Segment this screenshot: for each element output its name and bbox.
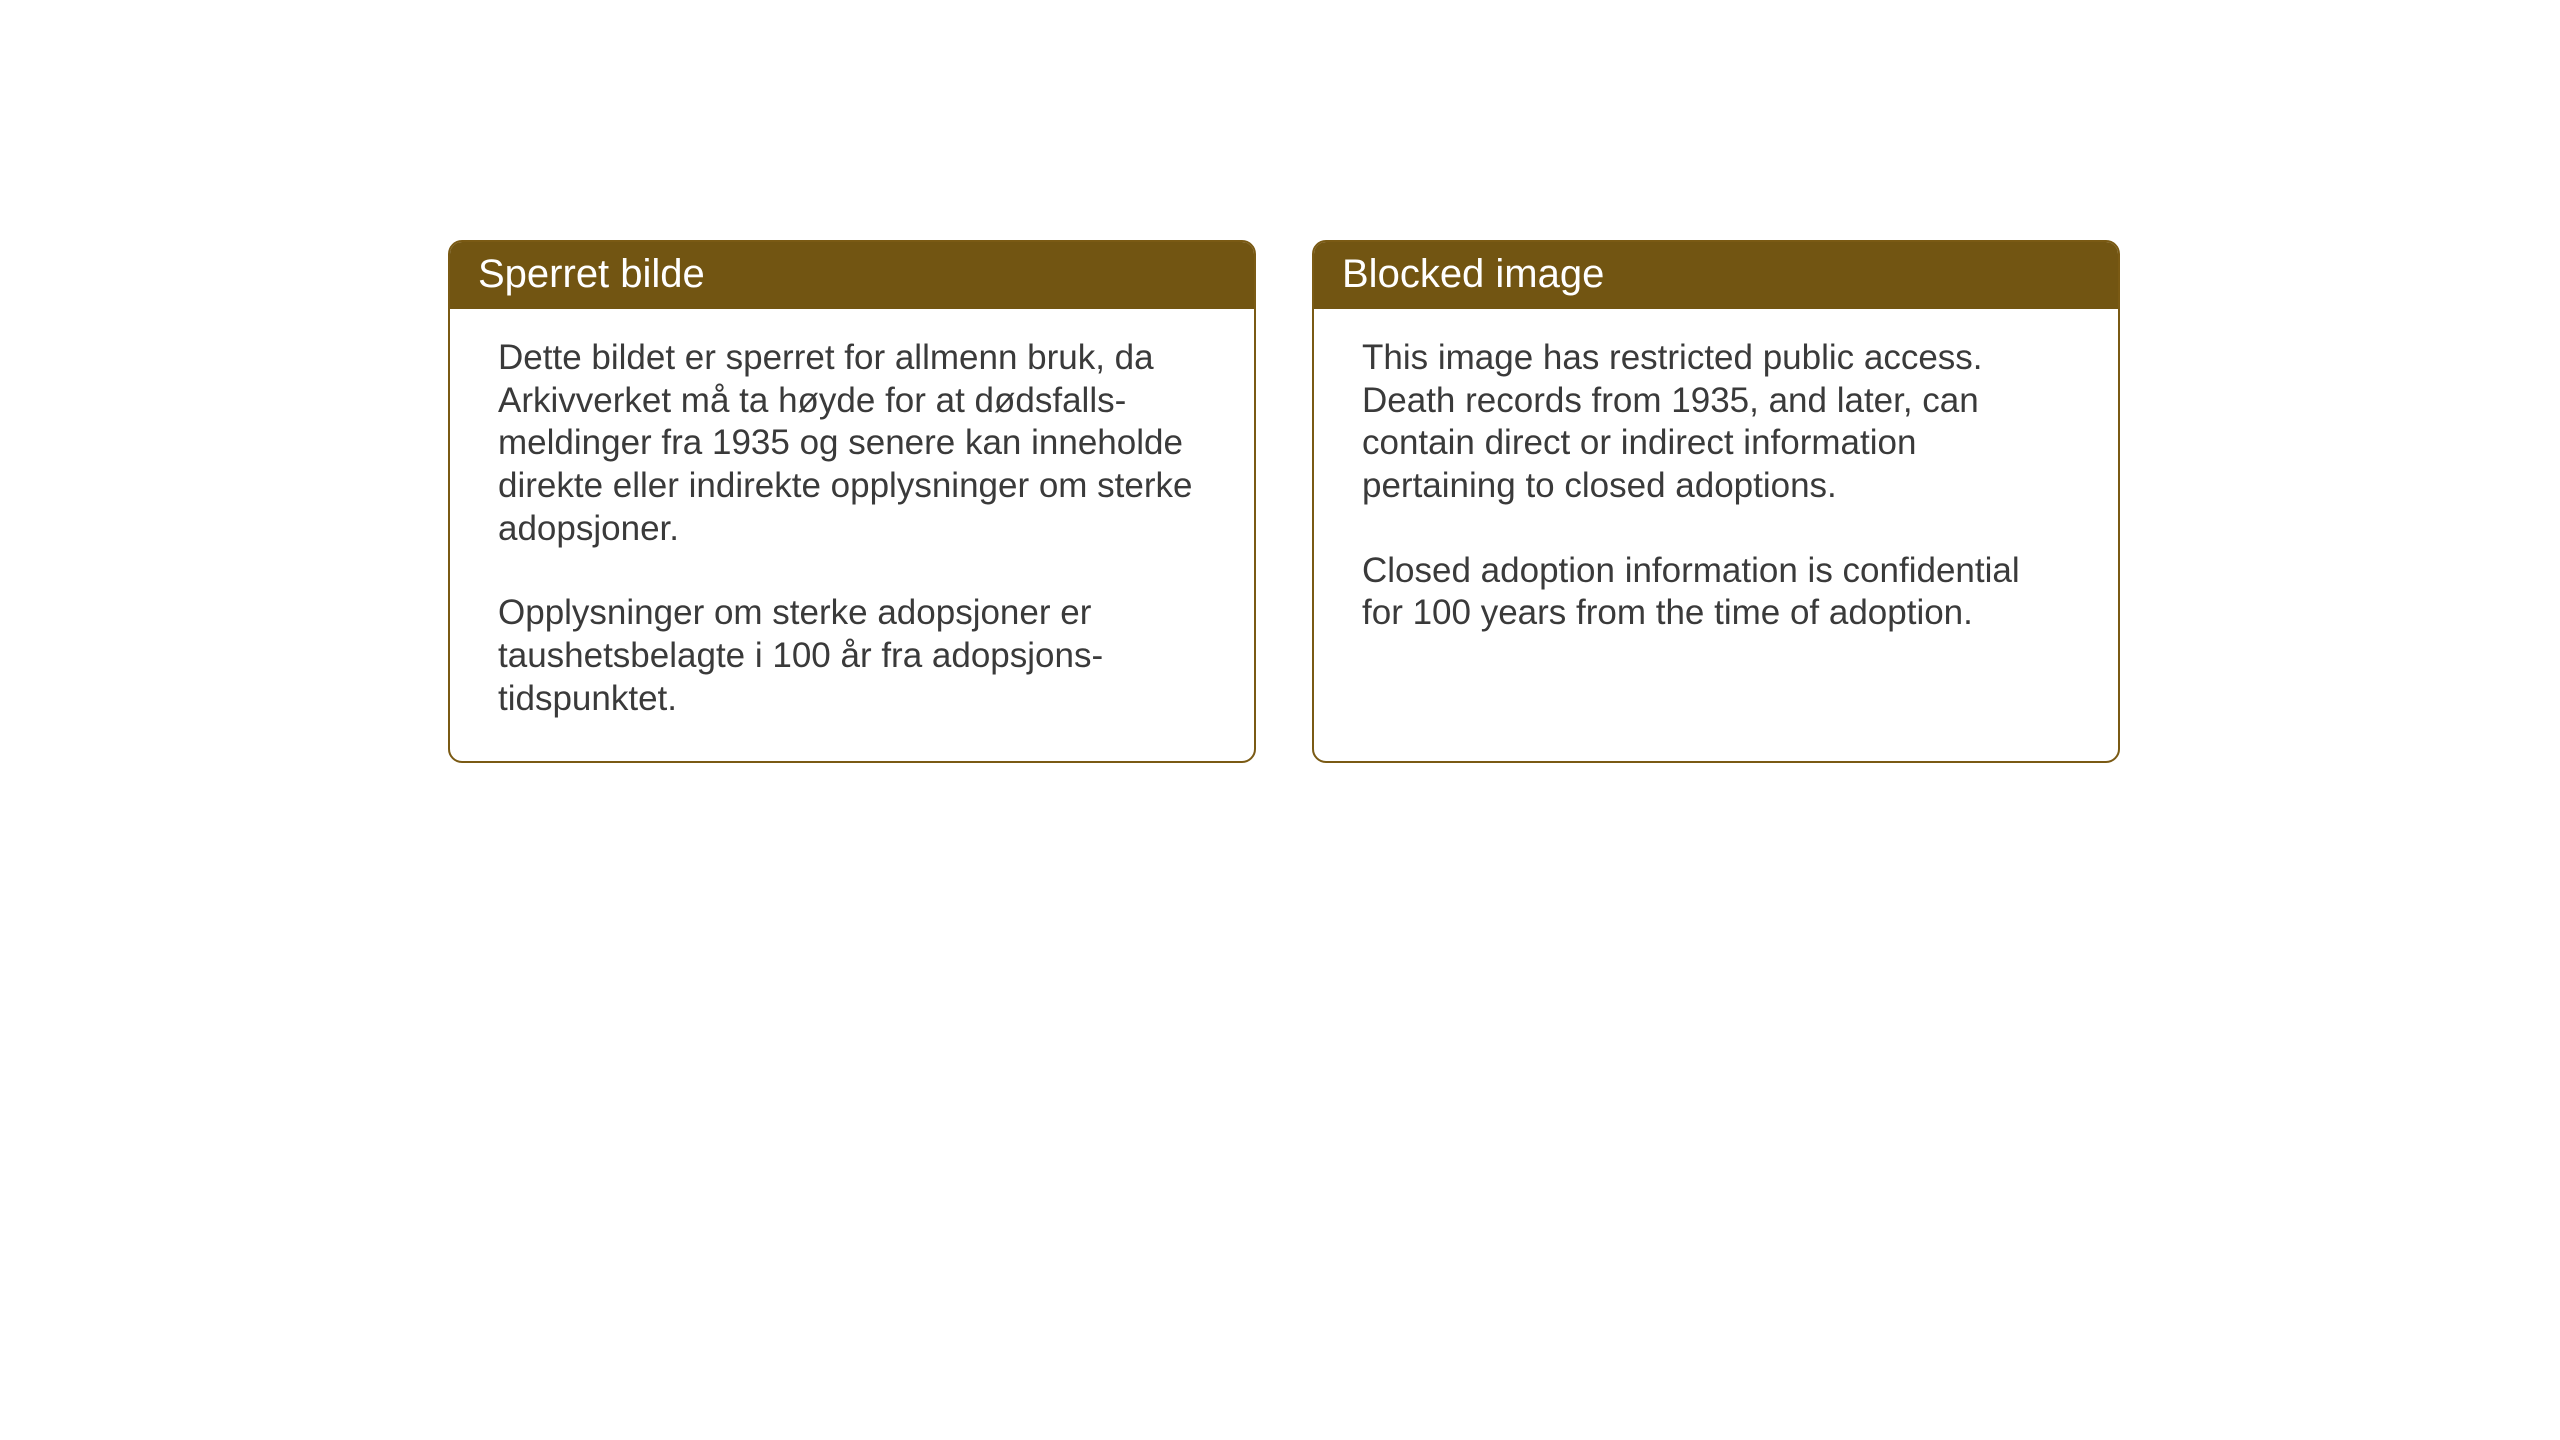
card-paragraph: This image has restricted public access.… (1362, 337, 2070, 508)
card-body-norwegian: Dette bildet er sperret for allmenn bruk… (450, 309, 1254, 761)
card-paragraph: Closed adoption information is confident… (1362, 550, 2070, 635)
card-header-norwegian: Sperret bilde (450, 242, 1254, 309)
card-title: Blocked image (1342, 252, 1604, 296)
info-card-english: Blocked image This image has restricted … (1312, 240, 2120, 763)
card-body-english: This image has restricted public access.… (1314, 309, 2118, 675)
info-card-norwegian: Sperret bilde Dette bildet er sperret fo… (448, 240, 1256, 763)
card-title: Sperret bilde (478, 252, 705, 296)
card-paragraph: Dette bildet er sperret for allmenn bruk… (498, 337, 1206, 550)
card-header-english: Blocked image (1314, 242, 2118, 309)
info-cards-container: Sperret bilde Dette bildet er sperret fo… (448, 240, 2120, 763)
card-paragraph: Opplysninger om sterke adopsjoner er tau… (498, 592, 1206, 720)
